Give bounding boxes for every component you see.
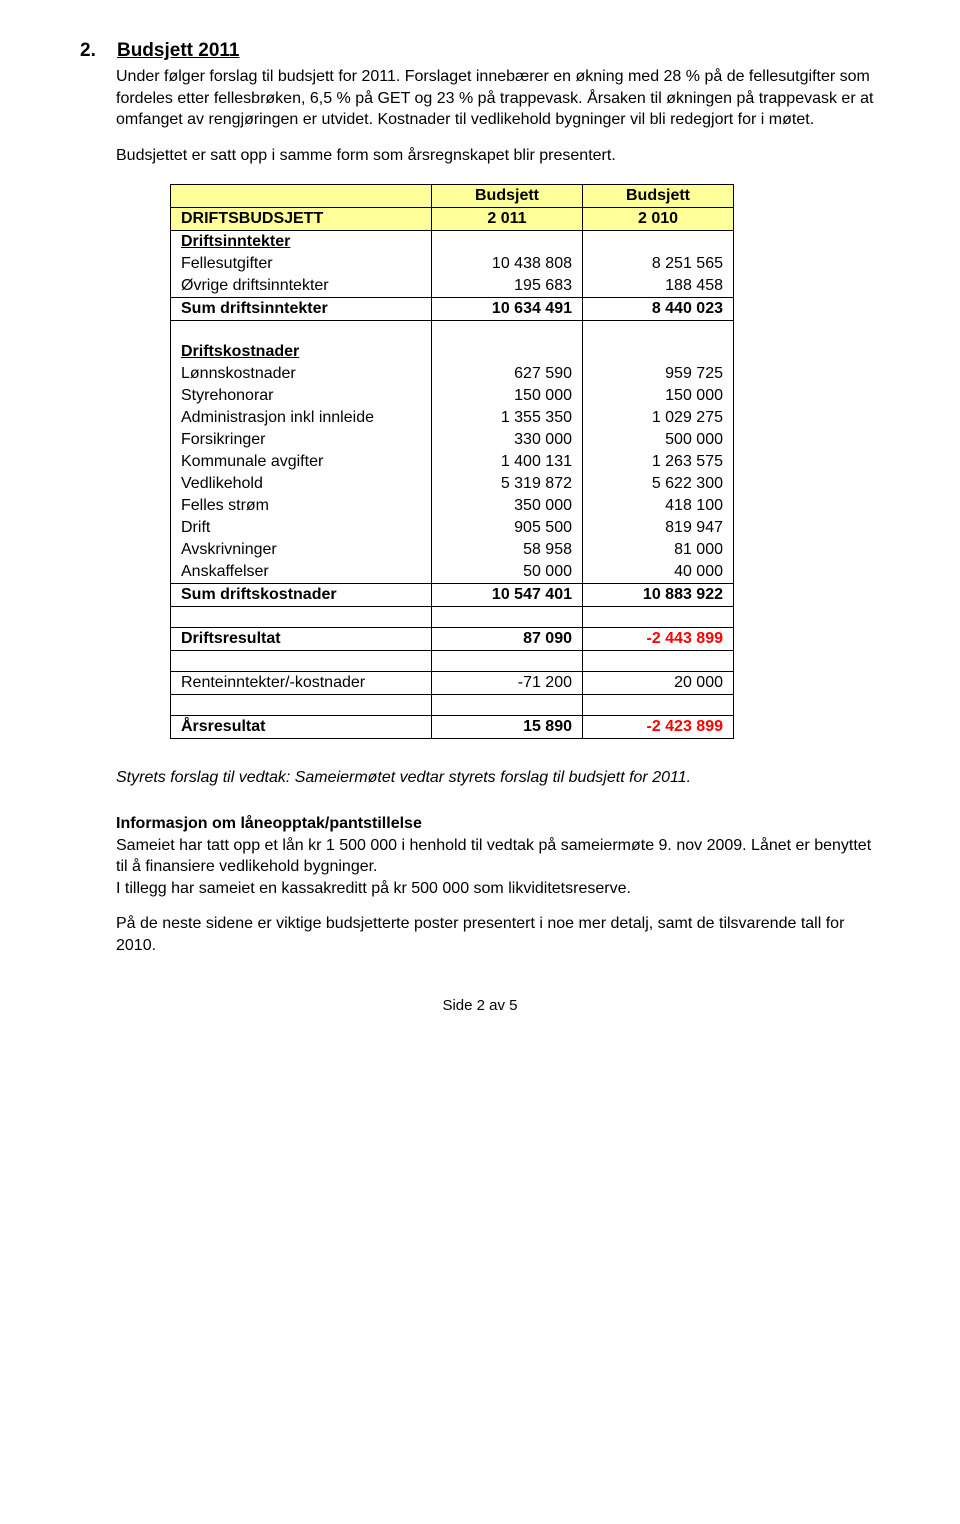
row-label: Drift: [171, 517, 432, 539]
section-driftsinntekter: Driftsinntekter: [171, 231, 432, 254]
budget-table-wrap: Budsjett Budsjett DRIFTSBUDSJETT 2 011 2…: [170, 184, 880, 739]
intro-paragraph-1: Under følger forslag til budsjett for 20…: [116, 66, 880, 131]
row-label: Administrasjon inkl innleide: [171, 407, 432, 429]
row-val-b: 81 000: [583, 539, 734, 561]
row-label: Felles strøm: [171, 495, 432, 517]
row-val-b: 150 000: [583, 385, 734, 407]
row-val-b: 1 029 275: [583, 407, 734, 429]
row-label: Lønnskostnader: [171, 363, 432, 385]
row-val-a: 58 958: [432, 539, 583, 561]
row-label: Forsikringer: [171, 429, 432, 451]
info-para-2: I tillegg har sameiet en kassakreditt på…: [116, 878, 880, 900]
table-row: Administrasjon inkl innleide 1 355 350 1…: [171, 407, 734, 429]
row-val-b: 40 000: [583, 561, 734, 584]
header-col-b: Budsjett: [583, 185, 734, 208]
table-row: Driftsinntekter: [171, 231, 734, 254]
row-label: Kommunale avgifter: [171, 451, 432, 473]
row-label: Renteinntekter/-kostnader: [171, 672, 432, 695]
budget-table: Budsjett Budsjett DRIFTSBUDSJETT 2 011 2…: [170, 184, 734, 739]
section-heading: 2. Budsjett 2011: [80, 40, 880, 62]
row-val-a: 1 355 350: [432, 407, 583, 429]
table-row: Drift 905 500 819 947: [171, 517, 734, 539]
row-val-b: 8 251 565: [583, 253, 734, 275]
row-val-a: 627 590: [432, 363, 583, 385]
section-driftskostnader: Driftskostnader: [171, 341, 432, 363]
intro-paragraph-2: Budsjettet er satt opp i samme form som …: [116, 145, 880, 167]
row-val-b: -2 443 899: [583, 628, 734, 651]
row-label: Sum driftsinntekter: [171, 298, 432, 321]
table-row: Forsikringer 330 000 500 000: [171, 429, 734, 451]
table-row: Sum driftsinntekter 10 634 491 8 440 023: [171, 298, 734, 321]
row-label: Avskrivninger: [171, 539, 432, 561]
row-val-b: 188 458: [583, 275, 734, 298]
section-number: 2.: [80, 40, 96, 61]
row-val-a: 50 000: [432, 561, 583, 584]
row-label: Driftsresultat: [171, 628, 432, 651]
header-year-a: 2 011: [432, 208, 583, 231]
row-val-b: 10 883 922: [583, 584, 734, 607]
row-val-b: -2 423 899: [583, 716, 734, 739]
table-spacer: [171, 695, 734, 716]
table-row: Kommunale avgifter 1 400 131 1 263 575: [171, 451, 734, 473]
table-spacer: [171, 607, 734, 628]
row-val-a: 15 890: [432, 716, 583, 739]
row-val-a: 5 319 872: [432, 473, 583, 495]
header-year-b: 2 010: [583, 208, 734, 231]
row-val-a: 10 438 808: [432, 253, 583, 275]
table-row: Årsresultat 15 890 -2 423 899: [171, 716, 734, 739]
table-row: Øvrige driftsinntekter 195 683 188 458: [171, 275, 734, 298]
table-row: Lønnskostnader 627 590 959 725: [171, 363, 734, 385]
document-page: 2. Budsjett 2011 Under følger forslag ti…: [0, 0, 960, 1054]
row-label: Fellesutgifter: [171, 253, 432, 275]
row-val-b: 5 622 300: [583, 473, 734, 495]
table-spacer: [171, 651, 734, 672]
row-val-b: 959 725: [583, 363, 734, 385]
section-title: Budsjett 2011: [117, 40, 240, 61]
row-val-a: 905 500: [432, 517, 583, 539]
row-label: Øvrige driftsinntekter: [171, 275, 432, 298]
table-row: Driftsresultat 87 090 -2 443 899: [171, 628, 734, 651]
row-val-a: 150 000: [432, 385, 583, 407]
table-row: Vedlikehold 5 319 872 5 622 300: [171, 473, 734, 495]
header-col-a: Budsjett: [432, 185, 583, 208]
table-row: Renteinntekter/-kostnader -71 200 20 000: [171, 672, 734, 695]
row-label: Årsresultat: [171, 716, 432, 739]
row-val-b: 418 100: [583, 495, 734, 517]
row-val-b: 1 263 575: [583, 451, 734, 473]
row-val-a: 10 547 401: [432, 584, 583, 607]
row-val-a: 350 000: [432, 495, 583, 517]
row-val-a: -71 200: [432, 672, 583, 695]
row-val-a: 195 683: [432, 275, 583, 298]
table-row: Sum driftskostnader 10 547 401 10 883 92…: [171, 584, 734, 607]
table-header-row-2: DRIFTSBUDSJETT 2 011 2 010: [171, 208, 734, 231]
page-footer: Side 2 av 5: [80, 997, 880, 1014]
row-val-b: 8 440 023: [583, 298, 734, 321]
header-driftsbudsjett: DRIFTSBUDSJETT: [171, 208, 432, 231]
table-row: Fellesutgifter 10 438 808 8 251 565: [171, 253, 734, 275]
table-row: Styrehonorar 150 000 150 000: [171, 385, 734, 407]
header-blank: [171, 185, 432, 208]
row-val-a: 10 634 491: [432, 298, 583, 321]
vedtak-text: Styrets forslag til vedtak: Sameiermøtet…: [116, 767, 880, 789]
info-para-1: Sameiet har tatt opp et lån kr 1 500 000…: [116, 835, 880, 878]
row-val-b: 20 000: [583, 672, 734, 695]
table-row: Anskaffelser 50 000 40 000: [171, 561, 734, 584]
row-val-b: 819 947: [583, 517, 734, 539]
info-heading: Informasjon om låneopptak/pantstillelse: [116, 815, 422, 832]
table-row: Felles strøm 350 000 418 100: [171, 495, 734, 517]
row-val-b: 500 000: [583, 429, 734, 451]
row-label: Vedlikehold: [171, 473, 432, 495]
row-val-a: 1 400 131: [432, 451, 583, 473]
row-label: Sum driftskostnader: [171, 584, 432, 607]
row-val-a: 330 000: [432, 429, 583, 451]
table-row: Avskrivninger 58 958 81 000: [171, 539, 734, 561]
row-val-a: 87 090: [432, 628, 583, 651]
info-para-3: På de neste sidene er viktige budsjetter…: [116, 913, 880, 956]
table-header-row-1: Budsjett Budsjett: [171, 185, 734, 208]
table-spacer: [171, 321, 734, 342]
table-row: Driftskostnader: [171, 341, 734, 363]
row-label: Styrehonorar: [171, 385, 432, 407]
row-label: Anskaffelser: [171, 561, 432, 584]
